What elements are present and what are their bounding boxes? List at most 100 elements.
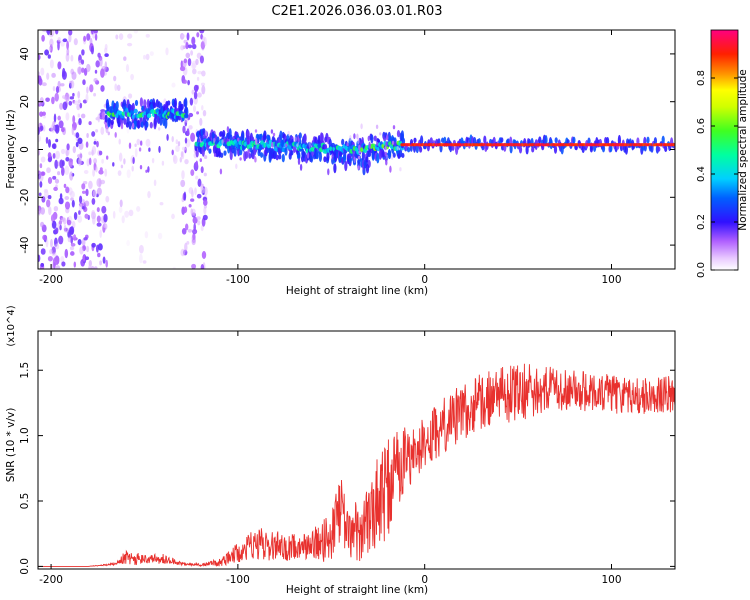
- tone-halo: [298, 132, 302, 139]
- noise-speckle: [159, 202, 164, 206]
- noise-speckle: [75, 132, 80, 139]
- noise-speckle: [45, 237, 49, 248]
- tone-speckle: [367, 135, 370, 142]
- tone-halo: [284, 146, 288, 156]
- tone-speckle: [385, 154, 389, 160]
- noise-speckle: [147, 190, 151, 199]
- noise-speckle: [69, 246, 75, 251]
- noise-speckle: [145, 138, 151, 147]
- tone-halo: [106, 103, 110, 112]
- noise-speckle: [139, 253, 143, 264]
- noise-speckle: [134, 148, 138, 158]
- noise-speckle: [50, 123, 56, 133]
- tone-halo: [139, 97, 143, 108]
- tone-speckle: [353, 156, 356, 164]
- noise-speckle: [62, 101, 68, 111]
- noise-speckle: [72, 115, 76, 124]
- noise-speckle: [136, 205, 141, 212]
- noise-speckle: [199, 55, 204, 64]
- noise-speckle: [130, 73, 134, 81]
- tone-speckle: [271, 141, 274, 148]
- noise-speckle: [201, 36, 206, 43]
- snr-y-axis-label: SNR (10 * v/v): [5, 408, 17, 483]
- noise-speckle: [68, 100, 73, 106]
- tone-speckle: [394, 141, 397, 147]
- noise-speckle: [68, 158, 73, 168]
- noise-speckle: [64, 165, 70, 175]
- noise-speckle: [92, 168, 95, 177]
- noise-speckle: [97, 252, 101, 258]
- tone-speckle: [270, 129, 274, 134]
- noise-speckle: [187, 228, 193, 233]
- noise-speckle: [38, 77, 43, 86]
- tone-speckle: [308, 141, 311, 149]
- noise-speckle: [187, 44, 193, 49]
- noise-speckle: [64, 248, 69, 259]
- noise-speckle: [91, 209, 96, 216]
- tone-speckle: [255, 137, 258, 145]
- noise-speckle: [93, 30, 99, 34]
- noise-speckle: [71, 126, 75, 136]
- tone-speckle: [158, 127, 161, 131]
- noise-speckle: [181, 227, 187, 235]
- noise-speckle: [145, 53, 150, 61]
- noise-speckle: [191, 62, 196, 70]
- noise-speckle: [88, 151, 92, 156]
- noise-speckle: [96, 222, 102, 227]
- noise-speckle: [91, 131, 96, 137]
- noise-speckle: [78, 157, 82, 167]
- noise-speckle: [180, 66, 186, 72]
- noise-speckle: [201, 105, 204, 111]
- tone-speckle: [112, 162, 115, 167]
- noise-speckle: [127, 42, 133, 47]
- noise-speckle: [104, 168, 108, 177]
- tone-halo: [251, 136, 255, 142]
- noise-speckle: [60, 255, 65, 263]
- noise-speckle: [58, 220, 62, 225]
- tone-speckle: [175, 139, 178, 145]
- noise-speckle: [125, 64, 130, 73]
- noise-speckle: [77, 239, 82, 246]
- tone-halo: [544, 135, 548, 146]
- noise-speckle: [38, 122, 41, 129]
- noise-speckle: [96, 140, 99, 148]
- noise-speckle: [49, 59, 54, 69]
- noise-speckle: [62, 38, 68, 43]
- noise-speckle: [70, 235, 74, 245]
- tone-halo: [228, 128, 232, 138]
- noise-speckle: [73, 234, 77, 241]
- noise-speckle: [124, 210, 129, 218]
- tone-speckle: [247, 148, 250, 155]
- tone-speckle: [180, 151, 184, 158]
- noise-speckle: [55, 227, 59, 234]
- noise-speckle: [101, 205, 107, 214]
- noise-speckle: [78, 203, 83, 213]
- snr-x-axis-label: Height of straight line (km): [286, 584, 428, 596]
- noise-speckle: [88, 180, 93, 190]
- snr-frame: [37, 330, 676, 570]
- noise-speckle: [47, 152, 52, 159]
- noise-speckle: [70, 80, 75, 89]
- tone-halo: [483, 135, 487, 145]
- tone-speckle: [219, 168, 223, 175]
- noise-speckle: [77, 91, 81, 99]
- tone-halo: [153, 102, 157, 109]
- tone-speckle: [254, 156, 257, 163]
- noise-speckle: [64, 92, 70, 102]
- tone-halo: [531, 146, 535, 153]
- noise-speckle: [51, 252, 57, 257]
- noise-speckle: [199, 30, 205, 34]
- noise-speckle: [175, 145, 180, 152]
- tone-speckle: [237, 137, 240, 142]
- noise-speckle: [68, 33, 72, 43]
- noise-speckle: [188, 187, 194, 195]
- noise-speckle: [184, 158, 189, 165]
- noise-speckle: [95, 165, 98, 173]
- noise-speckle: [200, 82, 206, 86]
- tone-halo: [388, 149, 392, 160]
- tone-speckle: [396, 146, 399, 151]
- noise-speckle: [81, 190, 86, 194]
- tone-speckle: [385, 159, 388, 166]
- noise-speckle: [93, 141, 97, 145]
